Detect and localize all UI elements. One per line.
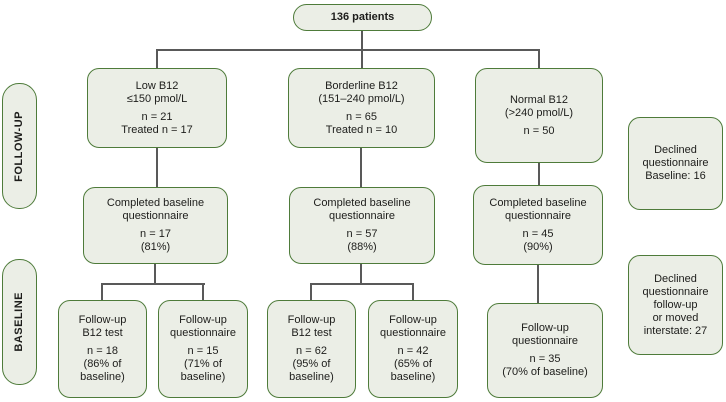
node-text-line: Borderline B12	[325, 79, 398, 92]
connector-line	[101, 283, 103, 300]
node-text-line: interstate: 27	[643, 324, 708, 337]
node-stat-line: n = 42	[397, 345, 429, 357]
node-text-line: questionnaire	[504, 209, 572, 222]
node-text-line: questionnaire	[169, 327, 237, 339]
node-stat-line: n = 45	[522, 227, 554, 240]
connector-line	[154, 264, 156, 285]
node-stat-line: (90%)	[523, 240, 553, 253]
node-stat-line: n = 50	[523, 124, 555, 137]
node-stat-line: (70% of baseline)	[502, 366, 588, 378]
connector-line	[102, 283, 205, 285]
total-patients-box: 136 patients	[293, 4, 432, 31]
connector-line	[156, 49, 540, 51]
node-stat-line: Treated n = 17	[121, 123, 193, 136]
node-text-line: (151–240 pmol/L)	[318, 92, 405, 105]
connector-line	[360, 264, 362, 285]
node-stat-line: n = 21	[141, 110, 173, 123]
node-text-line: Baseline: 16	[645, 170, 706, 182]
side-label-text: FOLLOW-UP	[13, 110, 25, 182]
node-text-line: Normal B12	[509, 93, 569, 106]
connector-line	[156, 49, 158, 68]
node-stat-line: n = 62	[296, 345, 327, 357]
node-text-line: questionnaire	[642, 285, 709, 298]
node-text-line: questionnaire	[642, 157, 709, 169]
node-text-line: questionnaire	[511, 335, 579, 347]
borderline-b12-box: Borderline B12 (151–240 pmol/L) n = 65 T…	[288, 68, 435, 148]
node-text-line: Completed baseline	[106, 197, 205, 209]
node-stat-line: n = 18	[87, 345, 118, 357]
node-stat-line: n = 17	[140, 228, 171, 240]
node-text-line: Follow-up	[521, 322, 569, 334]
node-stat-line: (71% of	[184, 358, 222, 370]
node-stat-line: (88%)	[347, 241, 377, 253]
connector-line	[412, 283, 414, 300]
connector-line	[537, 265, 539, 303]
side-label-followup: FOLLOW-UP	[2, 83, 37, 209]
low-b12-box: Low B12 ≤150 pmol/L n = 21 Treated n = 1…	[87, 68, 227, 148]
side-label-text: BASELINE	[13, 292, 25, 352]
connector-line	[156, 148, 158, 187]
node-text-line: questionnaire	[122, 210, 189, 222]
connector-line	[360, 148, 362, 187]
node-stat-line: (86% of	[83, 358, 122, 370]
node-text-line: Follow-up	[287, 314, 336, 326]
node-text-line: Declined	[654, 272, 697, 285]
node-stat-line: n = 57	[346, 228, 378, 240]
side-label-baseline: BASELINE	[2, 259, 37, 385]
connector-line	[311, 283, 414, 285]
node-stat-line: baseline)	[180, 371, 226, 383]
baseline-questionnaire-borderline-box: Completed baseline questionnaire n = 57 …	[289, 187, 435, 264]
followup-questionnaire-borderline-box: Follow-up questionnaire n = 42 (65% of b…	[368, 300, 458, 398]
connector-line	[538, 163, 540, 185]
node-text-line: questionnaire	[379, 327, 447, 339]
connector-line	[538, 49, 540, 69]
node-stat-line: baseline)	[80, 371, 125, 383]
node-stat-line: n = 65	[346, 110, 377, 123]
followup-b12-test-borderline-box: Follow-up B12 test n = 62 (95% of baseli…	[267, 300, 356, 398]
node-text-line: B12 test	[82, 327, 123, 339]
followup-questionnaire-low-box: Follow-up questionnaire n = 15 (71% of b…	[158, 300, 248, 398]
node-text-line: Declined	[654, 144, 697, 156]
followup-questionnaire-normal-box: Follow-up questionnaire n = 35 (70% of b…	[487, 303, 603, 398]
normal-b12-box: Normal B12 (>240 pmol/L) n = 50	[475, 68, 603, 163]
node-text-line: Completed baseline	[489, 196, 587, 209]
connector-line	[310, 283, 312, 300]
connector-line	[202, 283, 204, 300]
node-text-line: (>240 pmol/L)	[504, 106, 574, 119]
node-stat-line: (65% of	[394, 358, 432, 370]
node-stat-line: baseline)	[390, 371, 436, 383]
declined-followup-box: Declined questionnaire follow-up or move…	[628, 255, 723, 355]
node-text-line: or moved	[652, 311, 699, 324]
node-text-line: 136 patients	[330, 11, 395, 23]
followup-b12-test-low-box: Follow-up B12 test n = 18 (86% of baseli…	[58, 300, 147, 398]
node-text-line: Follow-up	[389, 314, 437, 326]
node-text-line: Follow-up	[179, 314, 227, 326]
node-text-line: Low B12	[135, 79, 179, 92]
baseline-questionnaire-low-box: Completed baseline questionnaire n = 17 …	[83, 187, 228, 264]
baseline-questionnaire-normal-box: Completed baseline questionnaire n = 45 …	[473, 185, 603, 265]
node-stat-line: (81%)	[140, 241, 171, 253]
node-stat-line: baseline)	[289, 371, 334, 383]
declined-baseline-box: Declined questionnaire Baseline: 16	[628, 117, 723, 210]
node-text-line: Follow-up	[78, 314, 127, 326]
node-text-line: follow-up	[653, 298, 698, 311]
node-stat-line: n = 35	[529, 353, 561, 365]
node-stat-line: (95% of	[292, 358, 331, 370]
node-stat-line: Treated n = 10	[325, 123, 398, 136]
node-text-line: B12 test	[291, 327, 332, 339]
node-stat-line: n = 15	[187, 345, 219, 357]
node-text-line: questionnaire	[328, 210, 396, 222]
node-text-line: ≤150 pmol/L	[126, 92, 188, 105]
node-text-line: Completed baseline	[313, 197, 411, 209]
